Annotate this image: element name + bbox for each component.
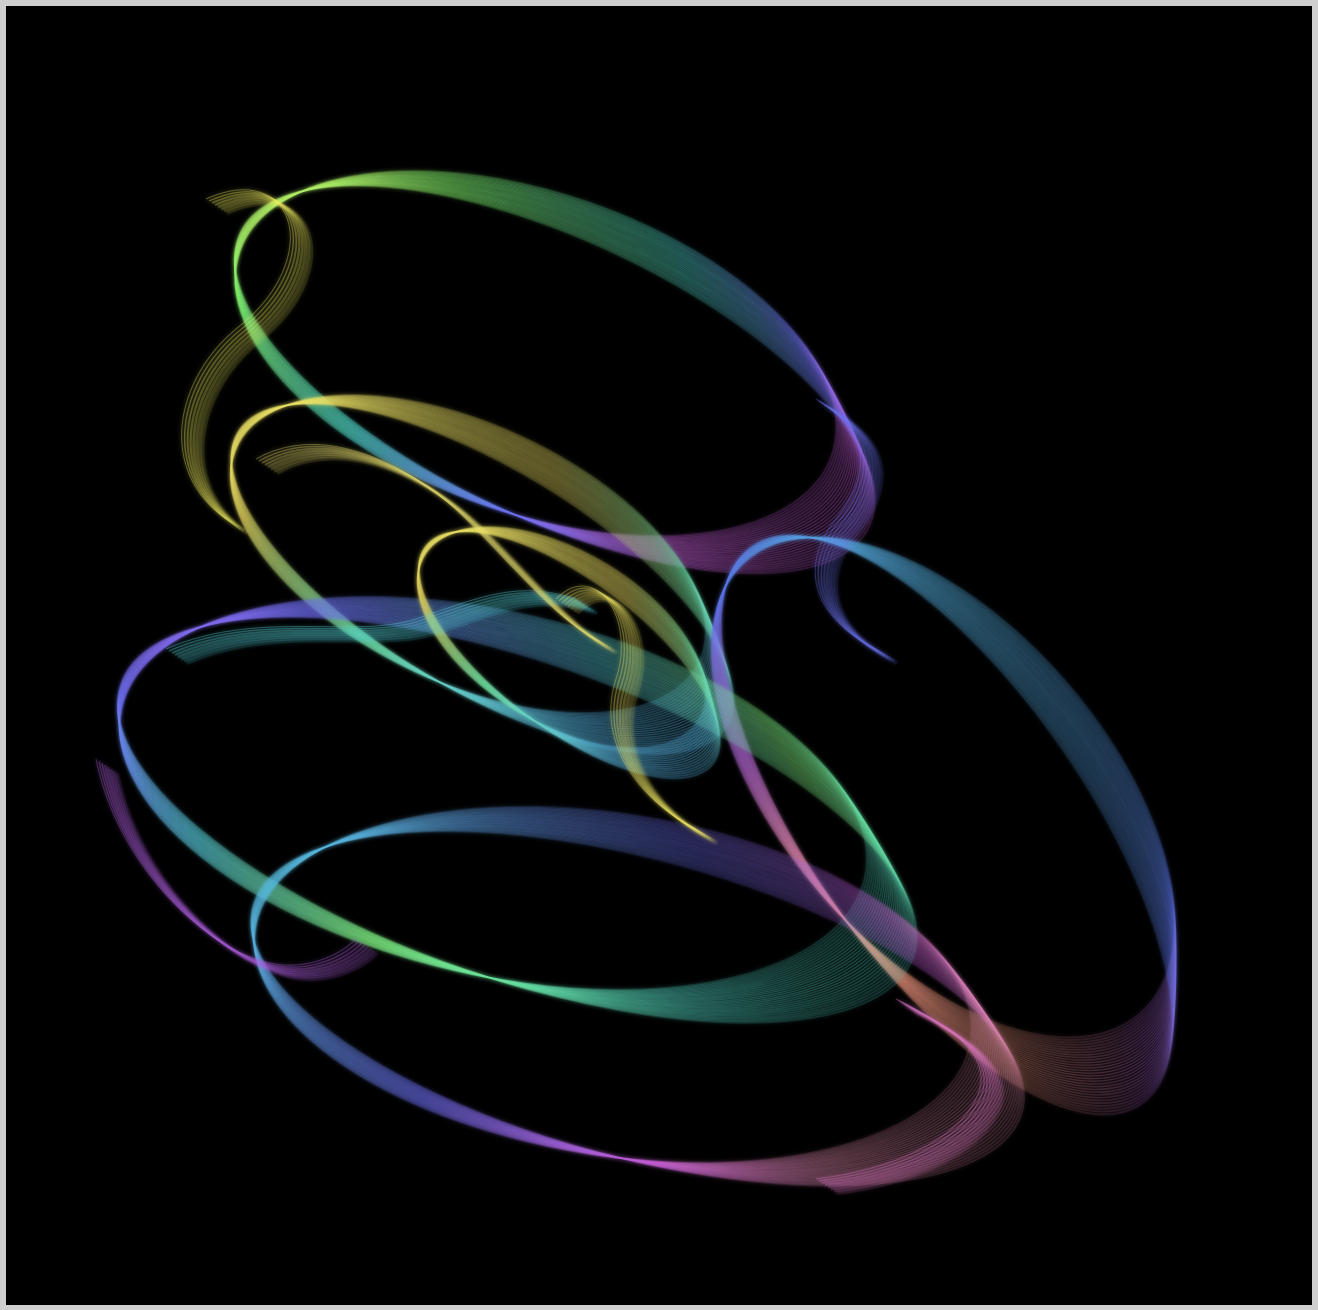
attractor-artwork xyxy=(95,170,1177,1195)
loop-top-strand xyxy=(233,184,876,575)
ribbon-fold xyxy=(165,590,577,650)
ribbon-fold xyxy=(168,592,580,652)
ribbon-fold xyxy=(174,595,586,657)
ribbon-fold xyxy=(814,398,877,650)
attractor-canvas xyxy=(6,6,1312,1305)
ribbon-folds xyxy=(95,189,1005,1195)
ribbon-fold xyxy=(834,411,898,665)
loop-bottom xyxy=(250,805,1025,1187)
ribbon-fold xyxy=(836,1011,1005,1195)
ribbon-fold xyxy=(575,598,718,845)
loop-mid xyxy=(229,394,735,755)
ribbon-fold xyxy=(200,201,314,535)
loop-inner-strand xyxy=(417,530,721,780)
ribbon-fold xyxy=(180,599,592,661)
loop-top xyxy=(233,170,876,575)
ribbon-fold xyxy=(177,597,589,659)
loop-bottom-strand xyxy=(250,830,1025,1187)
ribbon-fold xyxy=(183,601,595,663)
loop-inner xyxy=(416,526,721,780)
loop-mid-strand xyxy=(230,402,735,755)
ribbon-fold xyxy=(171,593,583,654)
ribbon-fold xyxy=(186,602,598,665)
ribbon-fold xyxy=(115,772,379,981)
ribbon-fold xyxy=(276,456,618,655)
